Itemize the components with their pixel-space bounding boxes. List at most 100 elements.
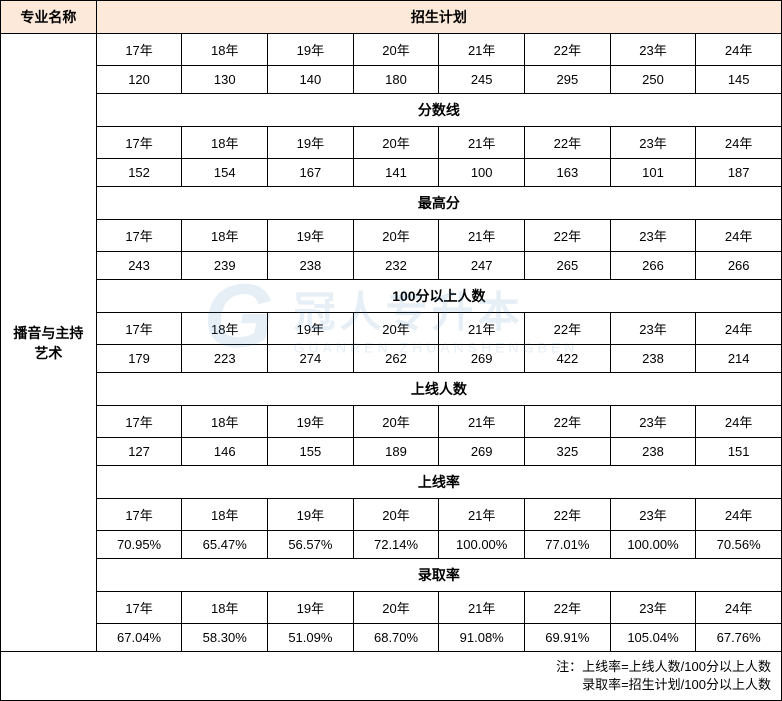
value-cell: 67.04% — [96, 624, 182, 652]
year-cell: 22年 — [525, 592, 611, 624]
value-cell: 238 — [610, 345, 696, 373]
year-cell: 20年 — [353, 406, 439, 438]
year-cell: 21年 — [439, 220, 525, 252]
plan-header: 招生计划 — [96, 1, 781, 34]
year-cell: 24年 — [696, 499, 782, 531]
value-cell: 180 — [353, 66, 439, 94]
year-cell: 18年 — [182, 127, 268, 159]
value-cell: 70.95% — [96, 531, 182, 559]
year-cell: 21年 — [439, 406, 525, 438]
year-cell: 19年 — [268, 406, 354, 438]
year-cell: 20年 — [353, 499, 439, 531]
value-cell: 152 — [96, 159, 182, 187]
year-cell: 18年 — [182, 34, 268, 66]
value-cell: 269 — [439, 438, 525, 466]
year-cell: 20年 — [353, 313, 439, 345]
year-cell: 23年 — [610, 406, 696, 438]
year-cell: 21年 — [439, 592, 525, 624]
year-cell: 17年 — [96, 592, 182, 624]
value-cell: 247 — [439, 252, 525, 280]
year-cell: 19年 — [268, 313, 354, 345]
value-cell: 266 — [696, 252, 782, 280]
year-cell: 22年 — [525, 499, 611, 531]
year-cell: 17年 — [96, 499, 182, 531]
value-cell: 58.30% — [182, 624, 268, 652]
value-cell: 72.14% — [353, 531, 439, 559]
year-cell: 20年 — [353, 592, 439, 624]
value-cell: 325 — [525, 438, 611, 466]
value-cell: 250 — [610, 66, 696, 94]
value-cell: 91.08% — [439, 624, 525, 652]
year-cell: 23年 — [610, 313, 696, 345]
year-cell: 20年 — [353, 34, 439, 66]
year-cell: 19年 — [268, 592, 354, 624]
value-cell: 100.00% — [439, 531, 525, 559]
value-cell: 189 — [353, 438, 439, 466]
year-cell: 19年 — [268, 127, 354, 159]
year-cell: 23年 — [610, 34, 696, 66]
value-cell: 77.01% — [525, 531, 611, 559]
year-cell: 19年 — [268, 34, 354, 66]
year-cell: 21年 — [439, 313, 525, 345]
year-cell: 18年 — [182, 499, 268, 531]
value-cell: 214 — [696, 345, 782, 373]
value-cell: 101 — [610, 159, 696, 187]
value-cell: 238 — [610, 438, 696, 466]
value-cell: 155 — [268, 438, 354, 466]
year-cell: 19年 — [268, 499, 354, 531]
value-cell: 65.47% — [182, 531, 268, 559]
value-cell: 245 — [439, 66, 525, 94]
year-cell: 20年 — [353, 220, 439, 252]
section-title: 最高分 — [96, 187, 781, 220]
value-cell: 266 — [610, 252, 696, 280]
year-cell: 24年 — [696, 406, 782, 438]
year-cell: 21年 — [439, 499, 525, 531]
value-cell: 105.04% — [610, 624, 696, 652]
year-cell: 22年 — [525, 220, 611, 252]
note: 注：上线率=上线人数/100分以上人数录取率=招生计划/100分以上人数 — [1, 652, 782, 701]
year-cell: 22年 — [525, 313, 611, 345]
value-cell: 238 — [268, 252, 354, 280]
value-cell: 51.09% — [268, 624, 354, 652]
year-cell: 22年 — [525, 127, 611, 159]
value-cell: 239 — [182, 252, 268, 280]
year-cell: 24年 — [696, 313, 782, 345]
value-cell: 70.56% — [696, 531, 782, 559]
value-cell: 130 — [182, 66, 268, 94]
major-header: 专业名称 — [1, 1, 97, 34]
section-title: 录取率 — [96, 559, 781, 592]
value-cell: 295 — [525, 66, 611, 94]
value-cell: 146 — [182, 438, 268, 466]
value-cell: 141 — [353, 159, 439, 187]
section-title: 上线率 — [96, 466, 781, 499]
year-cell: 17年 — [96, 220, 182, 252]
value-cell: 223 — [182, 345, 268, 373]
major-name: 播音与主持艺术 — [1, 34, 97, 652]
value-cell: 145 — [696, 66, 782, 94]
value-cell: 179 — [96, 345, 182, 373]
year-cell: 17年 — [96, 34, 182, 66]
value-cell: 232 — [353, 252, 439, 280]
year-cell: 24年 — [696, 127, 782, 159]
year-cell: 22年 — [525, 34, 611, 66]
value-cell: 68.70% — [353, 624, 439, 652]
section-title: 分数线 — [96, 94, 781, 127]
year-cell: 23年 — [610, 592, 696, 624]
value-cell: 67.76% — [696, 624, 782, 652]
year-cell: 20年 — [353, 127, 439, 159]
year-cell: 18年 — [182, 592, 268, 624]
value-cell: 187 — [696, 159, 782, 187]
year-cell: 24年 — [696, 592, 782, 624]
year-cell: 23年 — [610, 220, 696, 252]
year-cell: 24年 — [696, 34, 782, 66]
year-cell: 23年 — [610, 499, 696, 531]
year-cell: 24年 — [696, 220, 782, 252]
year-cell: 19年 — [268, 220, 354, 252]
value-cell: 127 — [96, 438, 182, 466]
year-cell: 17年 — [96, 406, 182, 438]
data-table: 专业名称招生计划播音与主持艺术17年18年19年20年21年22年23年24年1… — [0, 0, 782, 701]
year-cell: 18年 — [182, 313, 268, 345]
value-cell: 140 — [268, 66, 354, 94]
value-cell: 422 — [525, 345, 611, 373]
year-cell: 21年 — [439, 34, 525, 66]
